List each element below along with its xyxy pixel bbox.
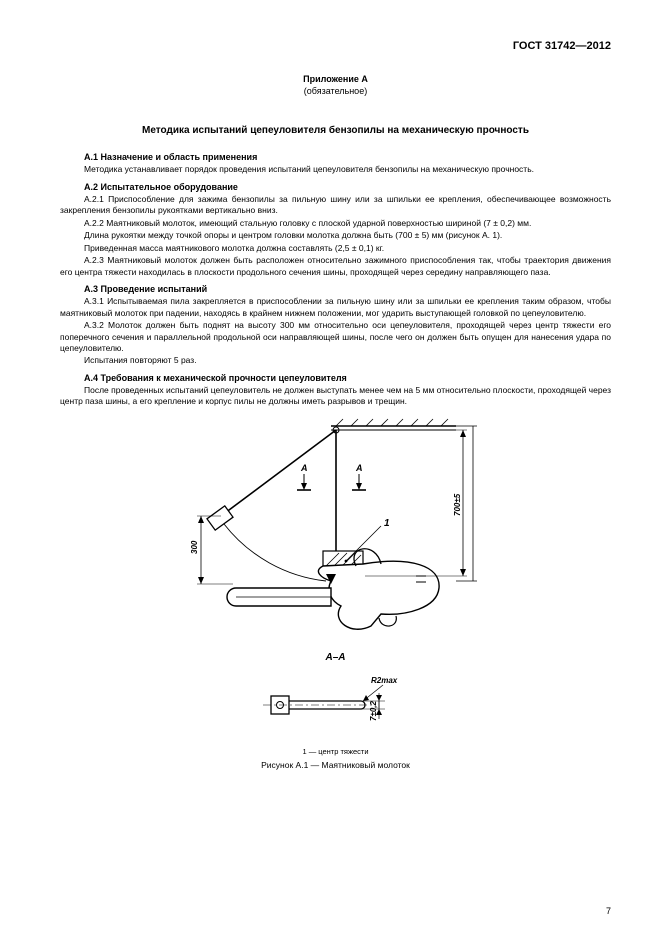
section-a3-p2: А.3.2 Молоток должен быть поднят на высо… — [60, 320, 611, 354]
figure-legend: 1 — центр тяжести — [60, 747, 611, 756]
section-marker-a-right: А — [352, 463, 366, 490]
section-a4-head: А.4 Требования к механической прочности … — [60, 373, 611, 383]
appendix-label: Приложение А — [303, 74, 368, 84]
dim-r2max: R2max — [371, 676, 398, 685]
dim-300: 300 — [190, 540, 199, 554]
dim-700: 700±5 — [453, 493, 462, 516]
section-a2-p1: А.2.1 Приспособление для зажима бензопил… — [60, 194, 611, 217]
section-a2-p5: А.2.3 Маятниковый молоток должен быть ра… — [60, 255, 611, 278]
document-title: Методика испытаний цепеуловителя бензопи… — [60, 125, 611, 136]
section-a4-p1: После проведенных испытаний цепеуловител… — [60, 385, 611, 408]
section-a3-p1: А.3.1 Испытываемая пила закрепляется в п… — [60, 296, 611, 319]
marker-a-text-2: А — [355, 463, 363, 473]
doc-code: ГОСТ 31742—2012 — [60, 40, 611, 52]
section-aa-label: А–А — [60, 652, 611, 663]
section-a2-p3: Длина рукоятки между точкой опоры и цент… — [60, 230, 611, 241]
page-number: 7 — [606, 906, 611, 916]
page: ГОСТ 31742—2012 Приложение А (обязательн… — [0, 0, 661, 936]
section-a1-p1: Методика устанавливает порядок проведени… — [60, 164, 611, 175]
marker-a-text: А — [300, 463, 308, 473]
figure-detail: R2max 7±0,2 — [251, 671, 421, 741]
appendix-type: (обязательное) — [304, 86, 367, 96]
section-a2-p4: Приведенная масса маятникового молотка д… — [60, 243, 611, 254]
figure-caption: Рисунок А.1 — Маятниковый молоток — [60, 760, 611, 770]
section-a3-head: А.3 Проведение испытаний — [60, 284, 611, 294]
section-marker-a-left: А — [297, 463, 311, 490]
section-a1-head: А.1 Назначение и область применения — [60, 152, 611, 162]
figure-main: А А 1 300 700±5 — [181, 416, 491, 646]
section-a2-p2: А.2.2 Маятниковый молоток, имеющий сталь… — [60, 218, 611, 229]
section-a3-p3: Испытания повторяют 5 раз. — [60, 355, 611, 366]
appendix-heading: Приложение А (обязательное) — [60, 74, 611, 97]
section-a2-head: А.2 Испытательное оборудование — [60, 182, 611, 192]
dim-7: 7±0,2 — [369, 700, 378, 721]
leader-1: 1 — [384, 518, 390, 529]
